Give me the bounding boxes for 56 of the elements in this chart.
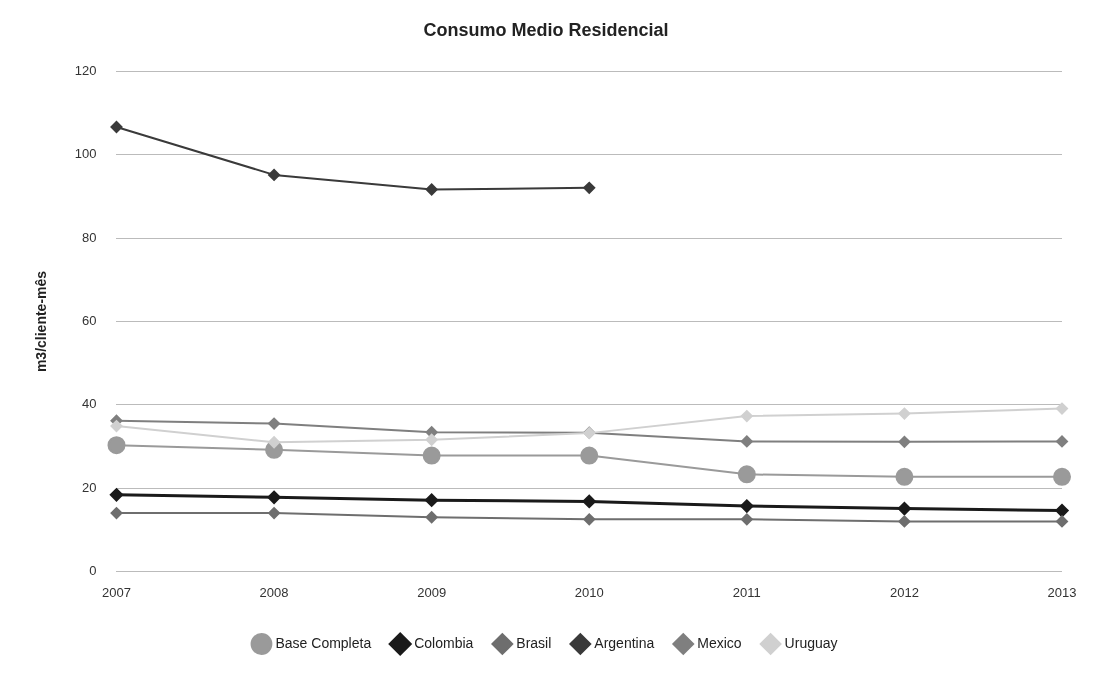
legend-label: Mexico [697,634,742,651]
point [740,410,753,423]
y-tick-label: 120 [74,63,97,79]
point [737,465,756,484]
point [740,435,753,448]
y-axis-title: m3/cliente-mês [33,270,50,373]
y-tick-label: 0 [89,562,97,578]
point [110,120,123,133]
legend-label: Base Completa [275,634,372,651]
point [583,181,596,194]
legend-label: Brasil [516,634,552,651]
point [268,168,281,181]
point [110,420,123,433]
point [895,467,914,486]
point [898,515,911,528]
legend-label: Colombia [414,634,474,651]
point [582,494,596,508]
point [1056,402,1068,415]
x-tick-label: 2008 [259,584,289,600]
point [110,507,123,520]
point [425,493,439,507]
legend-label: Argentina [594,634,655,651]
point [425,433,438,446]
x-tick-label: 2009 [417,584,447,600]
point [1053,467,1071,486]
point [267,490,281,504]
x-tick-label: 2013 [1047,584,1077,600]
x-tick-label: 2007 [102,584,131,600]
point [898,407,911,420]
point [897,502,911,516]
point [422,446,441,465]
y-tick-label: 60 [82,313,97,329]
point [1055,504,1069,518]
point [268,436,281,449]
y-tick-label: 80 [82,229,97,245]
x-tick-label: 2012 [889,584,919,600]
point [109,488,123,502]
point [580,446,599,465]
y-tick-label: 20 [82,479,97,495]
x-tick-label: 2010 [574,584,604,600]
point [425,511,438,524]
chart-title: Consumo Medio Residencial [423,19,669,40]
x-tick-label: 2011 [732,584,761,600]
point [1056,435,1068,448]
legend-label: Uruguay [784,634,838,651]
point [1056,515,1068,528]
point [425,183,438,196]
point [107,436,126,455]
point [740,499,754,513]
point [583,513,596,526]
point [268,507,281,520]
point [268,417,281,430]
point [740,513,753,526]
y-tick-label: 40 [82,396,97,412]
point [898,435,911,448]
y-tick-label: 100 [74,146,97,162]
